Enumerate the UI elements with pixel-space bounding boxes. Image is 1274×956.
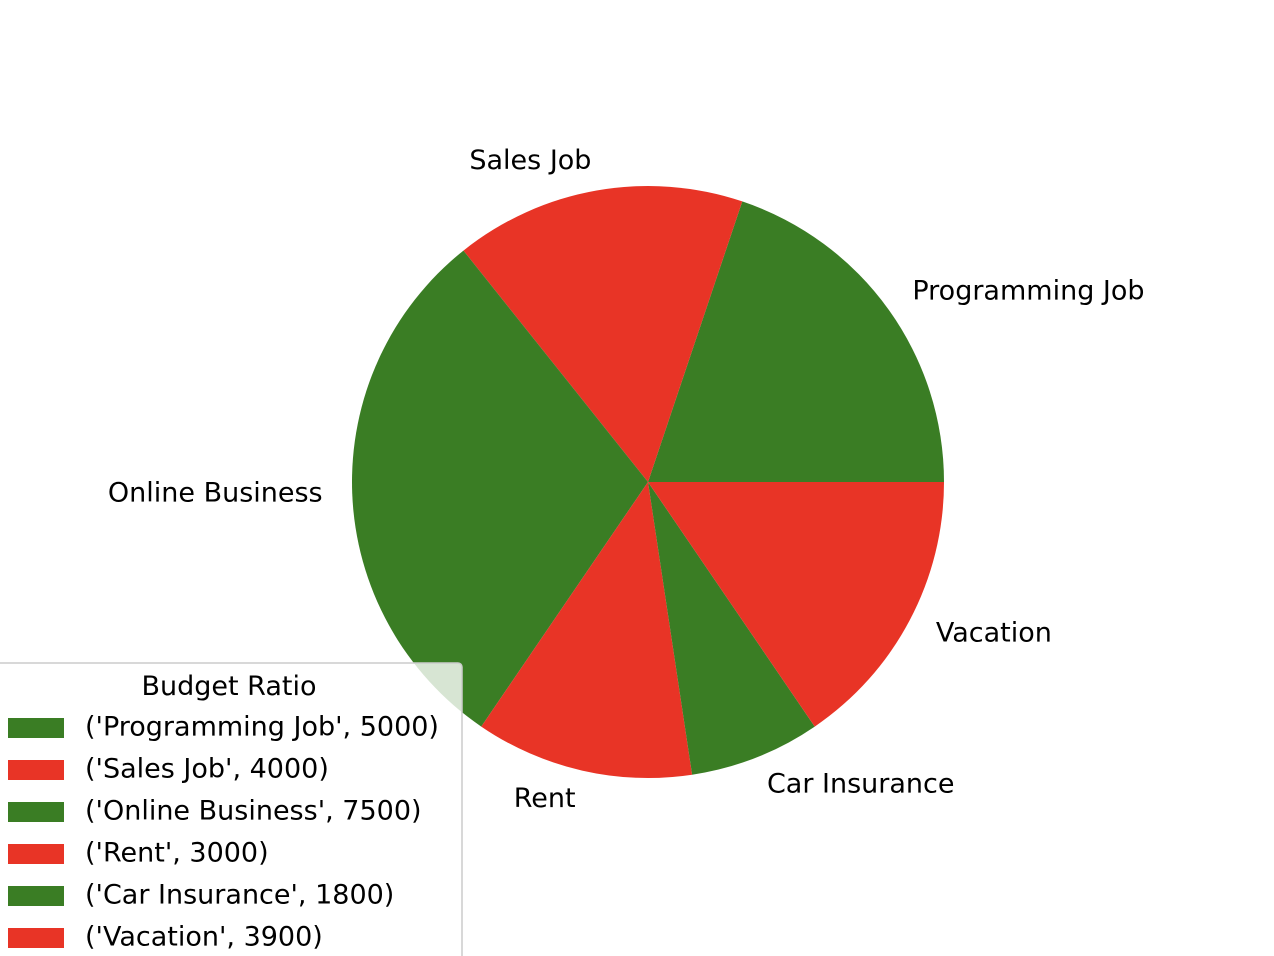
legend-entry-label: ('Programming Job', 5000) [85, 712, 439, 743]
legend-title: Budget Ratio [141, 671, 316, 702]
legend-frame [0, 662, 463, 956]
slice-label-rent: Rent [514, 783, 576, 814]
slice-label-programming-job: Programming Job [912, 275, 1144, 306]
pie-slice-rent [481, 482, 693, 778]
slice-labels: Programming Job Sales Job Online Business R… [108, 145, 1145, 814]
legend: Budget Ratio ('Programming Job', 5000)('… [0, 662, 463, 956]
slice-label-online-business: Online Business [108, 478, 323, 509]
legend-swatch [8, 928, 64, 948]
pie-slice-online-business [352, 250, 648, 727]
pie-slices [352, 185, 944, 778]
legend-entry-label: ('Car Insurance', 1800) [85, 880, 394, 911]
slice-label-sales-job: Sales Job [469, 145, 591, 176]
pie-slice-programming-job [648, 201, 944, 482]
legend-swatch [8, 718, 64, 738]
legend-swatch [8, 886, 64, 906]
legend-swatch [8, 844, 64, 864]
legend-entry-label: ('Vacation', 3900) [85, 922, 323, 953]
legend-entries: ('Programming Job', 5000) ('Sales Job', 4… [8, 712, 439, 953]
legend-entry-label: ('Rent', 3000) [85, 838, 269, 869]
pie-slice-vacation [648, 482, 944, 727]
pie-slice-sales-job [463, 185, 743, 482]
legend-entry-label: ('Sales Job', 4000) [85, 754, 329, 785]
slice-label-car-insurance: Car Insurance [767, 769, 955, 800]
legend-entry-label: ('Online Business', 7500) [85, 796, 422, 827]
legend-swatch [8, 802, 64, 822]
pie-slice-car-insurance [648, 482, 815, 775]
legend-swatch [8, 760, 64, 780]
slice-label-vacation: Vacation [936, 618, 1052, 649]
